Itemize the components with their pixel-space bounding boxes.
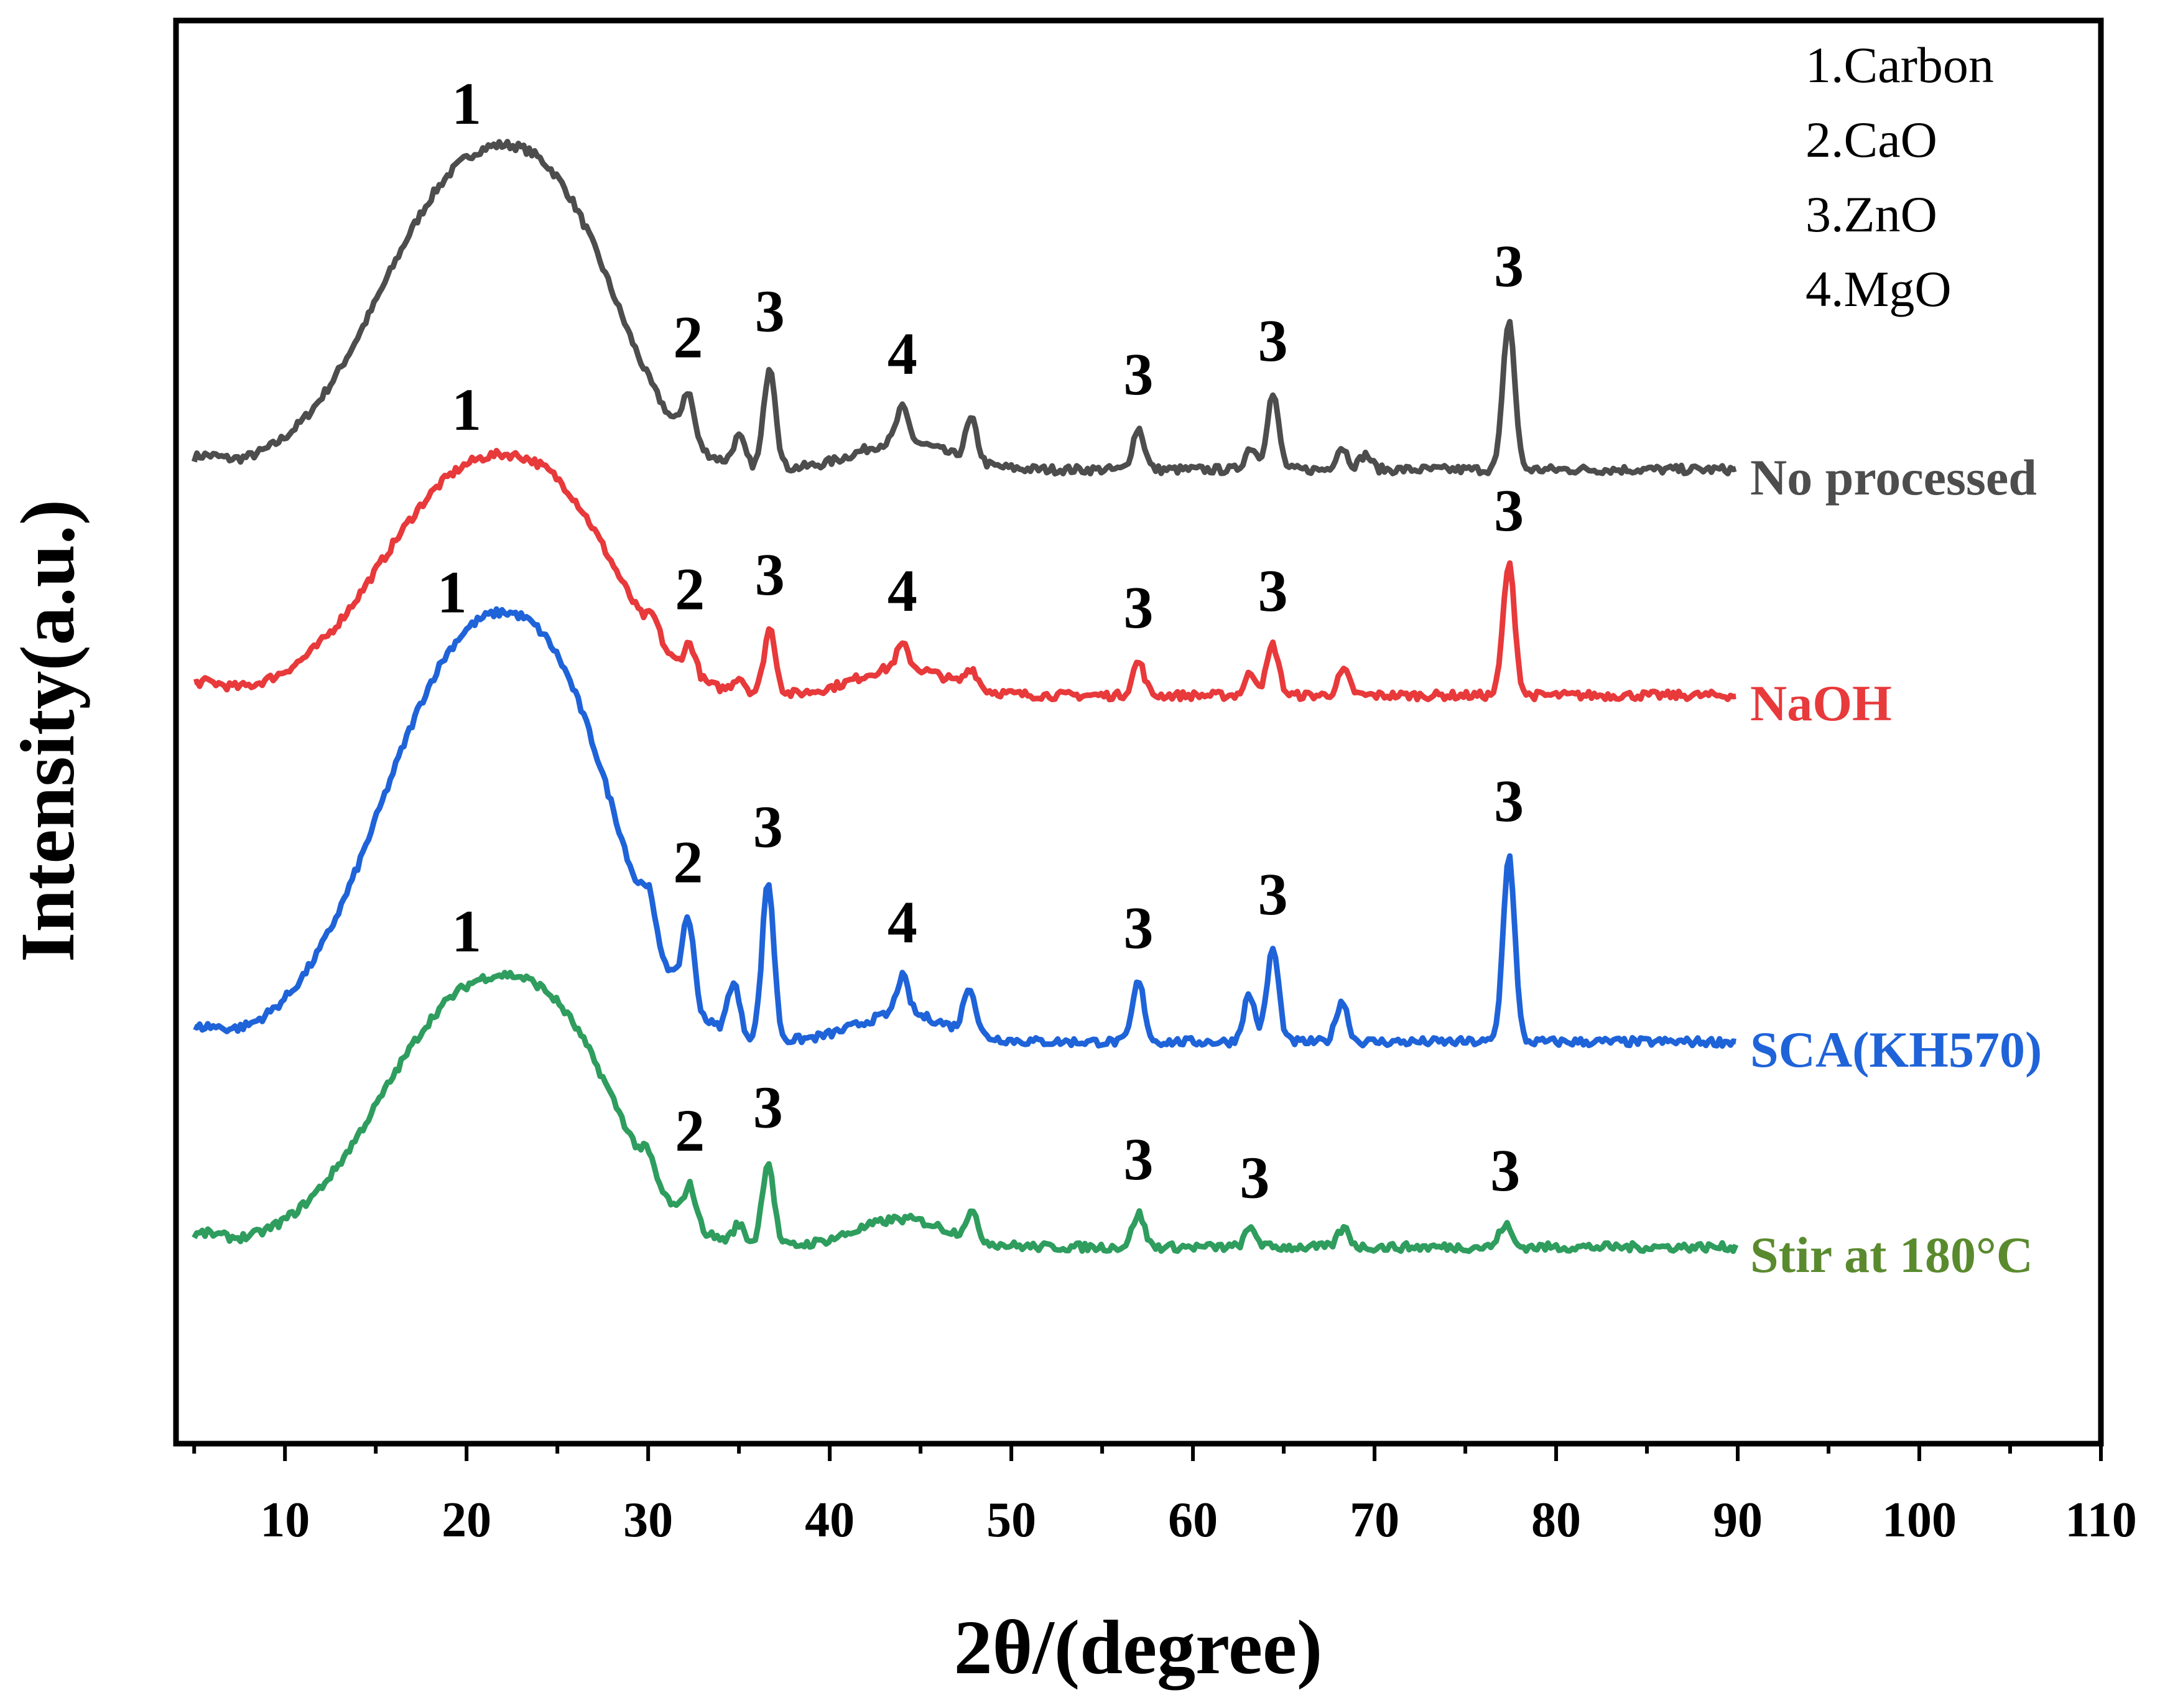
series-label: Stir at 180°C bbox=[1750, 1227, 2033, 1283]
peak-label: 1 bbox=[452, 898, 481, 965]
series-line bbox=[193, 448, 1736, 703]
x-tick-label: 110 bbox=[2065, 1493, 2137, 1548]
peak-label: 3 bbox=[1258, 307, 1288, 374]
peak-label: 2 bbox=[673, 828, 703, 895]
y-axis-title: Intensity(a.u.) bbox=[5, 499, 90, 962]
peak-label: 2 bbox=[675, 1097, 705, 1164]
peak-label: 2 bbox=[673, 304, 703, 371]
peak-label: 3 bbox=[1124, 894, 1154, 961]
peak-label: 3 bbox=[1240, 1144, 1269, 1210]
x-tick-label: 90 bbox=[1713, 1493, 1763, 1548]
series-label: No processed bbox=[1750, 449, 2037, 506]
peak-label: 3 bbox=[753, 794, 783, 860]
legend: 1.Carbon 2.CaO 3.ZnO 4.MgO bbox=[1805, 37, 1994, 317]
peak-label: 3 bbox=[1490, 1137, 1520, 1204]
peak-label: 3 bbox=[753, 1074, 783, 1141]
x-tick-label: 10 bbox=[260, 1493, 310, 1548]
peak-label: 3 bbox=[755, 541, 785, 608]
series-label: SCA(KH570) bbox=[1750, 1021, 2042, 1078]
peak-label: 3 bbox=[1124, 1126, 1154, 1192]
legend-item: 2.CaO bbox=[1805, 111, 1937, 168]
peak-label: 4 bbox=[888, 889, 917, 955]
series-line bbox=[191, 139, 1737, 477]
peak-label: 3 bbox=[1124, 341, 1154, 407]
x-tick-label: 60 bbox=[1168, 1493, 1218, 1548]
series-label: NaOH bbox=[1750, 675, 1892, 731]
x-tick-label: 40 bbox=[805, 1493, 855, 1548]
x-tick-label: 100 bbox=[1882, 1493, 1957, 1548]
x-tick-label: 30 bbox=[623, 1493, 673, 1548]
plot-frame bbox=[173, 17, 2104, 1447]
x-axis-title: 2θ/(degree) bbox=[954, 1605, 1323, 1691]
x-tick-label: 20 bbox=[442, 1493, 491, 1548]
peak-label: 3 bbox=[1494, 768, 1524, 834]
peak-label: 1 bbox=[437, 559, 467, 626]
series-labels: No processed NaOH SCA(KH570) Stir at 180°C bbox=[1750, 449, 2042, 1283]
peak-label: 3 bbox=[1124, 574, 1154, 641]
peak-label: 4 bbox=[888, 557, 917, 624]
legend-item: 4.MgO bbox=[1805, 261, 1952, 317]
peak-label: 4 bbox=[888, 320, 917, 387]
x-axis-ticks: 10 20 30 40 50 60 70 80 90 100 110 bbox=[192, 1444, 2137, 1548]
series-lines bbox=[191, 139, 1739, 1255]
peak-label: 3 bbox=[1494, 233, 1524, 299]
peak-label: 3 bbox=[755, 277, 785, 344]
x-tick-label: 50 bbox=[986, 1493, 1036, 1548]
peak-label: 3 bbox=[1258, 861, 1288, 927]
peak-label: 3 bbox=[1494, 477, 1524, 544]
series-line bbox=[193, 606, 1736, 1049]
x-tick-label: 70 bbox=[1350, 1493, 1399, 1548]
peak-label: 1 bbox=[452, 376, 481, 443]
legend-item: 3.ZnO bbox=[1805, 186, 1937, 243]
peak-label: 3 bbox=[1258, 557, 1288, 624]
legend-item: 1.Carbon bbox=[1805, 37, 1994, 93]
series-line bbox=[192, 970, 1739, 1255]
peak-label: 1 bbox=[452, 70, 481, 137]
peak-label: 2 bbox=[675, 556, 705, 623]
x-tick-label: 80 bbox=[1531, 1493, 1581, 1548]
